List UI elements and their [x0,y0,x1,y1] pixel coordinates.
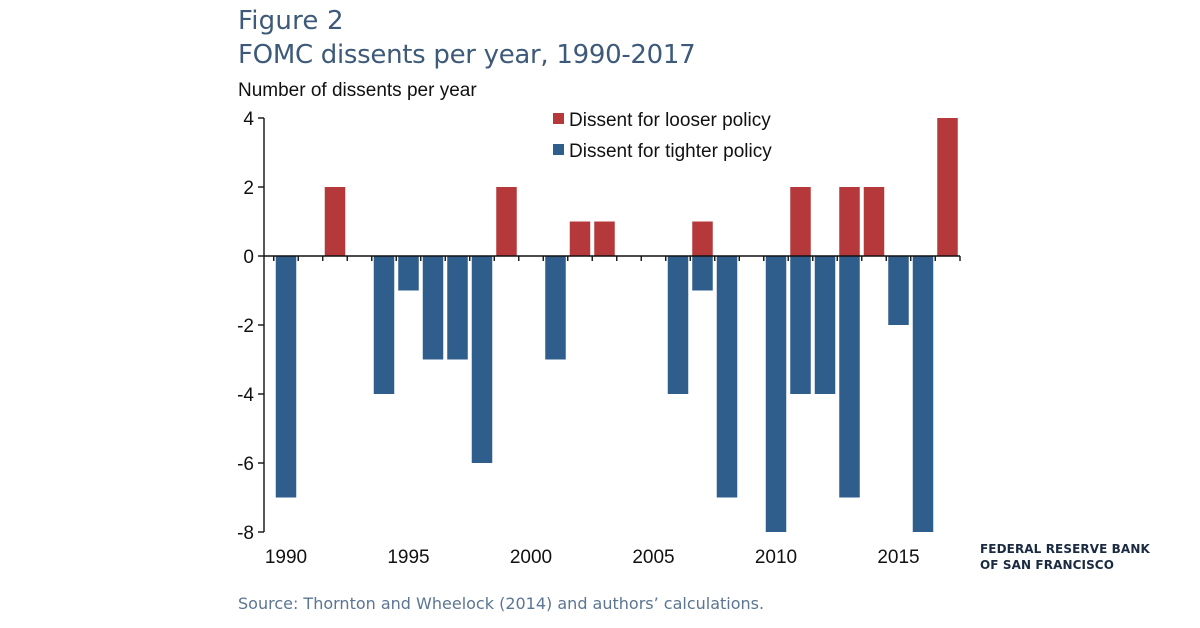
bar-tighter-1998 [471,256,493,463]
bar-tighter-1994 [373,256,395,394]
bar-looser-1992 [324,187,346,256]
bar-tighter-2008 [716,256,738,498]
brand-logo-text: FEDERAL RESERVE BANK OF SAN FRANCISCO [980,541,1150,573]
bar-looser-2014 [863,187,885,256]
bar-tighter-2011 [790,256,811,394]
bar-tighter-2015 [888,256,909,325]
y-tick-label--4: -4 [237,385,254,406]
legend-label-looser: Dissent for looser policy [569,110,771,131]
x-tick-label-2010: 2010 [755,547,797,568]
bar-tighter-2001 [545,256,566,360]
bar-looser-2003 [594,221,615,256]
y-tick-label--8: -8 [237,523,254,544]
bar-tighter-2007 [692,256,713,291]
bar-tighter-2012 [814,256,836,394]
figure-label: Figure 2 [238,6,344,36]
bar-looser-2002 [569,221,591,256]
bar-tighter-1990 [275,256,297,498]
legend: Dissent for looser policy Dissent for ti… [553,110,772,162]
legend-label-tighter: Dissent for tighter policy [569,141,772,162]
legend-swatch-looser [553,113,564,124]
y-tick-label--2: -2 [237,316,254,337]
bar-looser-2017 [937,118,958,256]
x-tick-label-2000: 2000 [510,547,552,568]
bar-looser-2011 [790,187,811,256]
x-tick-label-1990: 1990 [265,547,307,568]
chart-title: FOMC dissents per year, 1990-2017 [238,40,696,70]
y-tick-label-2: 2 [243,178,254,199]
bar-tighter-1997 [447,256,468,360]
bar-looser-1999 [496,187,517,256]
bar-looser-2013 [839,187,860,256]
bar-tighter-1996 [422,256,444,360]
bar-looser-2007 [692,221,713,256]
bars-group [275,118,958,532]
y-tick-label--6: -6 [237,454,254,475]
x-tick-label-2015: 2015 [877,547,919,568]
bar-tighter-2010 [765,256,787,532]
brand-line-2: OF SAN FRANCISCO [980,558,1115,572]
y-tick-label-4: 4 [243,109,254,130]
bar-tighter-1995 [398,256,419,291]
bar-tighter-2016 [912,256,934,532]
y-axis-label: Number of dissents per year [238,80,477,101]
x-tick-label-2005: 2005 [632,547,674,568]
brand-line-1: FEDERAL RESERVE BANK [980,542,1150,556]
source-note: Source: Thornton and Wheelock (2014) and… [238,594,765,613]
y-tick-label-0: 0 [243,247,254,268]
x-tick-label-1995: 1995 [387,547,429,568]
axes-group: 4 2 0 -2 -4 -6 -8 1990 1995 2000 2005 2010 2015 [237,109,961,568]
bar-tighter-2006 [667,256,689,394]
bar-tighter-2013 [839,256,860,498]
legend-swatch-tighter [553,144,564,155]
